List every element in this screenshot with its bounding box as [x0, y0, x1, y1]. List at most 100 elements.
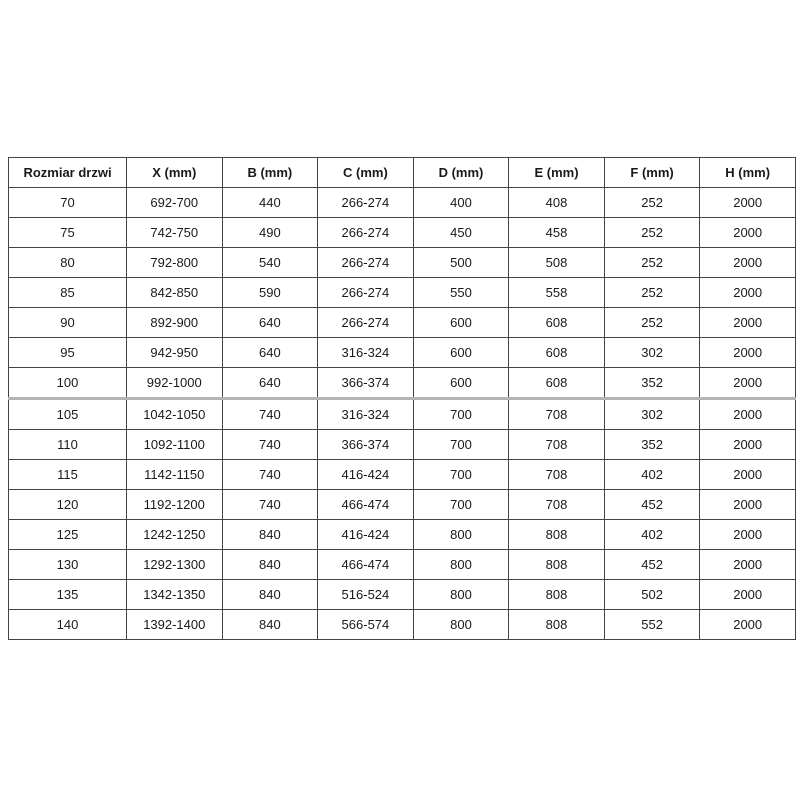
table-cell: 1392-1400 — [126, 609, 223, 640]
table-cell: 566-574 — [317, 609, 414, 640]
table-cell: 700 — [412, 489, 510, 520]
header-cell: F (mm) — [603, 157, 701, 188]
table-cell: 2000 — [699, 367, 796, 400]
table-cell: 402 — [603, 459, 701, 490]
table-cell: 692-700 — [126, 187, 223, 218]
table-cell: 800 — [412, 609, 510, 640]
table-cell: 85 — [8, 277, 127, 308]
table-cell: 352 — [603, 367, 701, 400]
table-cell: 466-474 — [317, 489, 414, 520]
table-cell: 2000 — [699, 489, 796, 520]
table-cell: 552 — [603, 609, 701, 640]
table-cell: 252 — [603, 247, 701, 278]
table-cell: 252 — [603, 187, 701, 218]
table-cell: 840 — [221, 609, 319, 640]
table-cell: 808 — [508, 609, 605, 640]
table-cell: 742-750 — [126, 217, 223, 248]
table-row: 125 1242-1250 840 416-424 800 808 402 2000 — [8, 519, 796, 550]
table-cell: 450 — [412, 217, 510, 248]
table-cell: 516-524 — [317, 579, 414, 610]
table-row: 130 1292-1300 840 466-474 800 808 452 2000 — [8, 549, 796, 580]
table-cell: 740 — [221, 429, 319, 460]
table-cell: 95 — [8, 337, 127, 368]
table-body: 70 692-700 440 266-274 400 408 252 2000 75 742-75… — [8, 187, 796, 640]
table-cell: 740 — [221, 459, 319, 490]
table-cell: 2000 — [699, 277, 796, 308]
table-cell: 700 — [412, 459, 510, 490]
header-cell: E (mm) — [508, 157, 605, 188]
table-cell: 100 — [8, 367, 127, 400]
header-cell: Rozmiar drzwi — [8, 157, 127, 188]
table-cell: 1242-1250 — [126, 519, 223, 550]
table-cell: 992-1000 — [126, 367, 223, 400]
table-cell: 1292-1300 — [126, 549, 223, 580]
table-cell: 1142-1150 — [126, 459, 223, 490]
table-cell: 808 — [508, 519, 605, 550]
table-row: 75 742-750 490 266-274 450 458 252 2000 — [8, 217, 796, 248]
table-cell: 708 — [508, 429, 605, 460]
table-row: 110 1092-1100 740 366-374 700 708 352 2000 — [8, 429, 796, 460]
table-cell: 80 — [8, 247, 127, 278]
table-cell: 840 — [221, 519, 319, 550]
table-cell: 266-274 — [317, 307, 414, 338]
table-cell: 266-274 — [317, 187, 414, 218]
table-cell: 302 — [603, 398, 701, 430]
table-cell: 440 — [221, 187, 319, 218]
table-cell: 740 — [221, 489, 319, 520]
table-cell: 708 — [508, 398, 605, 430]
table-cell: 1192-1200 — [126, 489, 223, 520]
table-cell: 70 — [8, 187, 127, 218]
table-row: 70 692-700 440 266-274 400 408 252 2000 — [8, 187, 796, 218]
table-cell: 90 — [8, 307, 127, 338]
header-cell: X (mm) — [126, 157, 223, 188]
table-cell: 700 — [412, 429, 510, 460]
header-cell: H (mm) — [699, 157, 796, 188]
table-cell: 252 — [603, 277, 701, 308]
table-cell: 75 — [8, 217, 127, 248]
table-cell: 1342-1350 — [126, 579, 223, 610]
table-cell: 792-800 — [126, 247, 223, 278]
table-row: 95 942-950 640 316-324 600 608 302 2000 — [8, 337, 796, 368]
table-cell: 2000 — [699, 519, 796, 550]
table-cell: 708 — [508, 459, 605, 490]
table-cell: 115 — [8, 459, 127, 490]
table-cell: 508 — [508, 247, 605, 278]
table-cell: 600 — [412, 337, 510, 368]
table-cell: 266-274 — [317, 277, 414, 308]
table-cell: 2000 — [699, 217, 796, 248]
table-cell: 840 — [221, 579, 319, 610]
table-head: Rozmiar drzwi X (mm) B (mm) C (mm) D (mm) E (… — [8, 157, 796, 188]
table-cell: 2000 — [699, 429, 796, 460]
table-cell: 140 — [8, 609, 127, 640]
table-cell: 800 — [412, 579, 510, 610]
table-cell: 416-424 — [317, 459, 414, 490]
table-cell: 502 — [603, 579, 701, 610]
table-cell: 608 — [508, 307, 605, 338]
table-cell: 600 — [412, 367, 510, 400]
table-cell: 316-324 — [317, 337, 414, 368]
table-cell: 366-374 — [317, 367, 414, 400]
table-cell: 840 — [221, 549, 319, 580]
table-cell: 105 — [8, 398, 127, 430]
table-cell: 590 — [221, 277, 319, 308]
table-cell: 808 — [508, 549, 605, 580]
table-cell: 110 — [8, 429, 127, 460]
table-cell: 700 — [412, 398, 510, 430]
table-cell: 708 — [508, 489, 605, 520]
header-cell: B (mm) — [221, 157, 319, 188]
table-row: 100 992-1000 640 366-374 600 608 352 2000 — [8, 367, 796, 400]
table-cell: 252 — [603, 307, 701, 338]
table-cell: 2000 — [699, 187, 796, 218]
table-cell: 466-474 — [317, 549, 414, 580]
table-cell: 942-950 — [126, 337, 223, 368]
header-cell: D (mm) — [412, 157, 510, 188]
table-cell: 2000 — [699, 609, 796, 640]
table-cell: 452 — [603, 549, 701, 580]
table-row: 80 792-800 540 266-274 500 508 252 2000 — [8, 247, 796, 278]
table-cell: 600 — [412, 307, 510, 338]
table-cell: 458 — [508, 217, 605, 248]
table-row: 120 1192-1200 740 466-474 700 708 452 2000 — [8, 489, 796, 520]
table-cell: 640 — [221, 367, 319, 400]
table-cell: 550 — [412, 277, 510, 308]
